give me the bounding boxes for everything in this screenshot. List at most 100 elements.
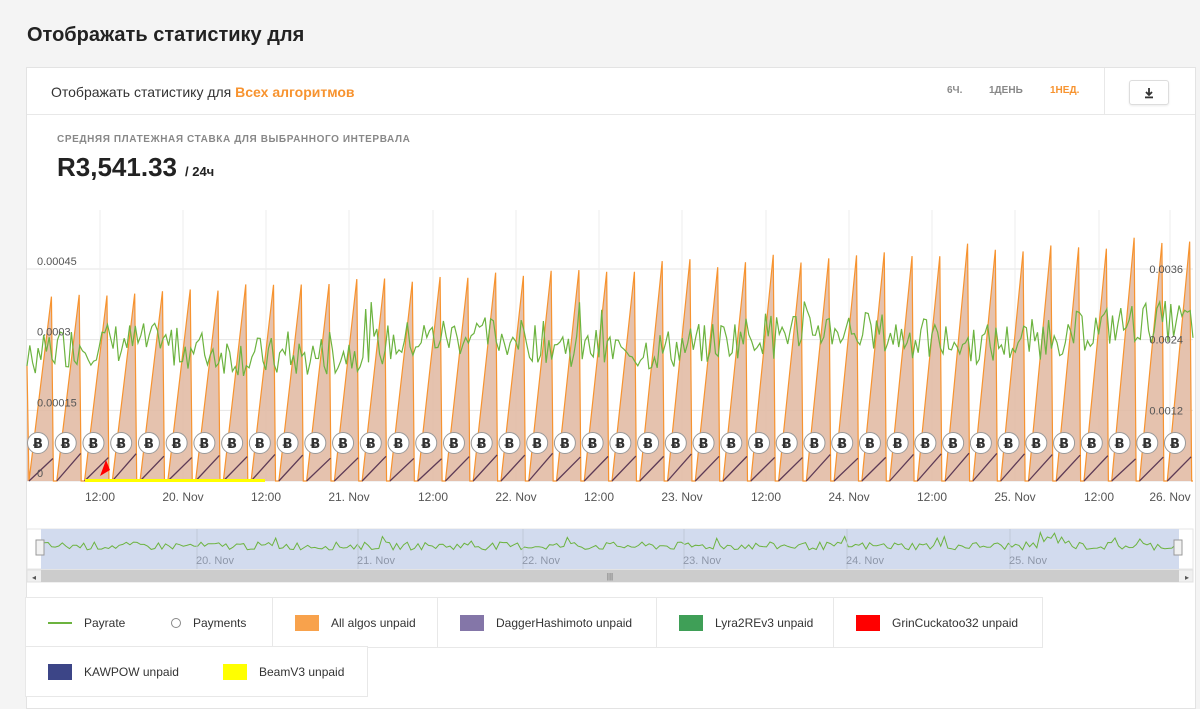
download-icon [1145,87,1153,98]
download-button[interactable] [1129,80,1169,105]
beam-unpaid-mark [85,479,265,482]
scroll-right-icon[interactable]: ▸ [1185,573,1189,582]
payment-marker [775,432,798,454]
legend-payments[interactable]: Payments [149,597,273,648]
navigator-tick-label: 22. Nov [522,555,560,567]
payment-marker [886,432,909,454]
box-swatch-icon [679,614,703,631]
payment-marker-label: Ƀ [726,437,736,452]
payment-marker-label: Ƀ [421,437,431,452]
legend-lyra2rev3[interactable]: Lyra2REv3 unpaid [657,597,834,648]
scrollbar-thumb[interactable] [41,570,1179,582]
payment-marker-label: Ƀ [920,437,930,452]
algo-unpaid-line [111,453,137,482]
algo-unpaid-line [611,455,637,482]
algorithm-selector[interactable]: Отображать статистику для Всех алгоритмо… [51,84,355,100]
payment-marker-label: Ƀ [893,437,903,452]
navigator-handle-right[interactable] [1173,539,1183,556]
algo-unpaid-line [1000,453,1026,482]
payment-marker-label: Ƀ [588,437,598,452]
legend-label: All algos unpaid [331,615,416,630]
x-tick-label: 12:00 [251,490,281,504]
algo-unpaid-line [195,454,220,482]
payment-marker-label: Ƀ [227,437,237,452]
payment-marker-label: Ƀ [255,437,265,452]
payment-marker-label: Ƀ [283,437,293,452]
x-tick-label: 20. Nov [162,490,203,504]
payment-marker-label: Ƀ [810,437,820,452]
algo-unpaid-line [1166,456,1192,482]
algo-unpaid-line [1055,454,1081,482]
payment-marker-label: Ƀ [1115,437,1125,452]
payment-marker [969,432,992,454]
payment-marker-label: Ƀ [948,437,958,452]
payment-marker [553,432,576,454]
legend-grincuckatoo32[interactable]: GrinCuckatoo32 unpaid [834,597,1043,648]
payment-marker [248,432,271,454]
algo-unpaid-line [916,453,942,482]
algo-unpaid-line [333,457,359,482]
payrate-line [26,299,1194,377]
payment-marker-label: Ƀ [976,437,986,452]
algo-unpaid-line [417,458,442,482]
payment-marker [748,432,771,454]
navigator-tick-label: 24. Nov [846,555,884,567]
algorithm-dropdown[interactable]: Всех алгоритмов [235,84,355,100]
payment-marker [1025,432,1048,454]
payment-marker [276,432,299,454]
box-swatch-icon [48,663,72,680]
payment-marker [720,432,743,454]
circle-swatch-icon [171,617,181,628]
legend-daggerhashimoto[interactable]: DaggerHashimoto unpaid [438,597,657,648]
tab-6h[interactable]: 6Ч. [947,85,963,96]
legend-label: GrinCuckatoo32 unpaid [892,615,1019,630]
algo-unpaid-line [1027,454,1053,482]
header-divider [1104,68,1105,114]
stat-label: СРЕДНЯЯ ПЛАТЕЖНАЯ СТАВКА ДЛЯ ВЫБРАННОГО … [57,134,411,145]
legend-beamv3[interactable]: BeamV3 unpaid [201,646,368,697]
payment-marker-label: Ƀ [89,437,99,452]
legend-label: Lyra2REv3 unpaid [715,615,814,630]
navigator-handle-left[interactable] [35,539,45,556]
x-tick-label: 12:00 [85,490,115,504]
box-swatch-icon [856,614,880,631]
legend-kawpow[interactable]: KAWPOW unpaid [25,646,202,697]
tab-1week[interactable]: 1НЕД. [1050,85,1080,96]
x-tick-label: 26. Nov [1149,490,1190,504]
tab-1day[interactable]: 1ДЕНЬ [989,85,1023,96]
legend-label: BeamV3 unpaid [259,664,345,679]
payment-marker [997,432,1020,454]
algo-unpaid-line [222,456,248,482]
payment-marker [137,432,160,454]
x-tick-label: 12:00 [917,490,947,504]
payment-marker [221,432,244,454]
legend-payrate[interactable]: Payrate [25,597,150,648]
algo-unpaid-line [139,455,165,482]
payment-marker-label: Ƀ [1142,437,1152,452]
algo-unpaid-line [667,453,692,482]
payment-marker-label: Ƀ [560,437,570,452]
payment-marker-label: Ƀ [394,437,404,452]
legend-all-algos[interactable]: All algos unpaid [273,597,438,648]
payment-marker [82,432,105,454]
payment-marker [1136,432,1159,454]
payment-marker [1108,432,1131,454]
algo-unpaid-line [861,456,887,482]
algo-unpaid-line [639,455,665,482]
y-tick-label: 0.00045 [37,256,77,268]
payment-marker [415,432,438,454]
y2-tick-label: 0.0036 [1149,264,1183,276]
x-tick-label: 12:00 [418,490,448,504]
scroll-left-icon[interactable]: ◂ [32,573,36,582]
payment-marker-label: Ƀ [615,437,625,452]
payment-marker [498,432,521,454]
y-tick-label: 0.0003 [37,327,71,339]
payment-marker [831,432,854,454]
payment-marker-label: Ƀ [144,437,154,452]
x-tick-label: 21. Nov [328,490,369,504]
legend-label: DaggerHashimoto unpaid [496,615,633,630]
algo-unpaid-line [556,456,581,482]
algo-unpaid-line [805,454,831,482]
stat-unit: / 24ч [185,164,215,179]
